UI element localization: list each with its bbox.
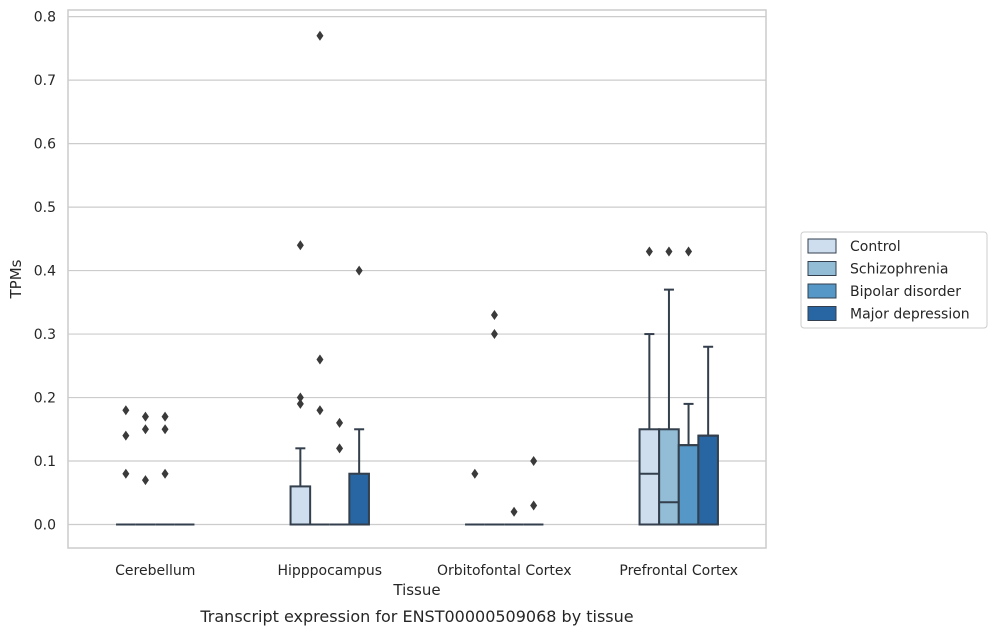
x-tick-label: Orbitofontal Cortex xyxy=(437,563,572,579)
outlier-point xyxy=(316,30,324,41)
outlier-point xyxy=(316,354,324,365)
outlier-point xyxy=(161,468,169,479)
outlier-point xyxy=(355,265,363,276)
y-tick-label: 0.4 xyxy=(34,264,56,280)
legend-swatch xyxy=(807,238,837,254)
box-group xyxy=(677,402,700,526)
y-tick-label: 0.3 xyxy=(34,327,56,343)
gridlines xyxy=(68,16,766,526)
outlier-point xyxy=(665,246,673,257)
outlier-point xyxy=(645,246,653,257)
box xyxy=(658,428,680,526)
outlier-point xyxy=(296,240,304,251)
x-tick-label: Cerebellum xyxy=(115,563,195,579)
outlier-point xyxy=(490,310,498,321)
box-group xyxy=(638,333,661,526)
x-tick-labels: Cerebellum Hipppocampus Orbitofontal Corte… xyxy=(115,563,738,579)
plot-area-frame xyxy=(67,9,767,549)
box-group xyxy=(697,345,719,526)
outliers xyxy=(122,30,693,517)
outlier-point xyxy=(296,398,304,409)
box xyxy=(638,428,661,526)
outlier-point xyxy=(141,424,149,435)
legend: Control Schizophrenia Bipolar disorder Majo… xyxy=(800,231,988,329)
y-tick-labels: 0.0 0.1 0.2 0.3 0.4 0.5 0.6 0.7 0.8 xyxy=(34,10,56,534)
outlier-point xyxy=(316,405,324,416)
outlier-point xyxy=(122,405,130,416)
legend-swatch xyxy=(807,261,837,276)
legend-label: Major depression xyxy=(850,307,970,323)
legend-swatch xyxy=(807,306,837,321)
outlier-point xyxy=(141,475,149,486)
legend-label: Schizophrenia xyxy=(850,262,948,278)
y-tick-label: 0.5 xyxy=(34,200,56,216)
outlier-point xyxy=(336,443,344,454)
outlier-point xyxy=(471,468,479,479)
y-tick-label: 0.7 xyxy=(34,73,56,89)
outlier-point xyxy=(685,246,693,257)
outlier-point xyxy=(510,506,518,517)
legend-label: Bipolar disorder xyxy=(850,284,961,300)
box-group xyxy=(348,428,370,526)
y-tick-label: 0.0 xyxy=(34,518,56,534)
box xyxy=(289,485,312,526)
box-group xyxy=(658,288,680,526)
outlier-point xyxy=(122,468,130,479)
box xyxy=(677,444,700,526)
x-axis-title: Tissue xyxy=(392,581,440,599)
box xyxy=(348,472,370,526)
outlier-point xyxy=(141,411,149,422)
y-tick-label: 0.8 xyxy=(34,10,56,26)
legend-label: Control xyxy=(850,239,901,255)
outlier-point xyxy=(161,411,169,422)
box xyxy=(697,434,719,526)
outlier-point xyxy=(490,329,498,340)
outlier-point xyxy=(122,430,130,441)
outlier-point xyxy=(296,392,304,403)
y-axis-title: TPMs xyxy=(7,259,25,299)
legend-frame xyxy=(800,231,988,329)
x-tick-label: Prefrontal Cortex xyxy=(619,563,738,579)
chart-caption: Transcript expression for ENST0000050906… xyxy=(199,607,633,626)
x-tick-label: Hipppocampus xyxy=(277,563,382,579)
y-tick-label: 0.2 xyxy=(34,391,56,407)
outlier-point xyxy=(336,417,344,428)
boxes xyxy=(116,288,719,526)
outlier-point xyxy=(530,500,538,511)
outlier-point xyxy=(161,424,169,435)
legend-swatch xyxy=(807,283,837,299)
outlier-point xyxy=(530,456,538,467)
y-tick-label: 0.6 xyxy=(34,137,56,153)
y-tick-label: 0.1 xyxy=(34,454,56,470)
box-group xyxy=(289,447,312,526)
